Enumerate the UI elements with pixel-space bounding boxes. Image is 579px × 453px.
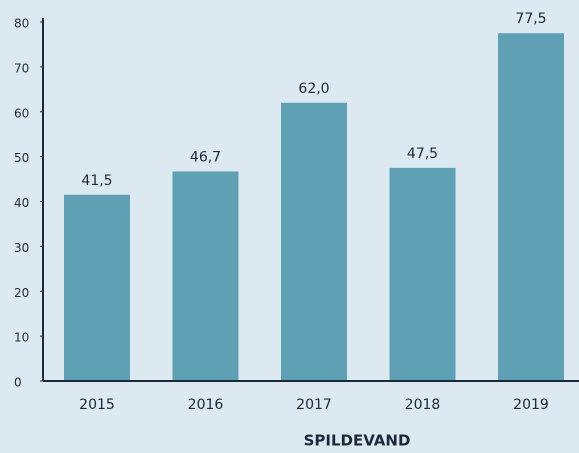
bar [172,171,239,381]
y-tick-label: 20 [14,286,29,300]
x-axis-label: SPILDEVAND [304,432,411,450]
bar [281,102,347,382]
bar [498,33,564,381]
value-label: 46,7 [190,149,221,165]
x-tick-label: 2016 [188,397,224,413]
value-label: 47,5 [407,146,438,162]
x-tick-label: 2018 [405,397,441,413]
y-tick-label: 40 [14,196,29,210]
y-tick-label: 0 [14,376,22,390]
bar [64,194,130,381]
value-label: 77,5 [515,11,546,27]
y-tick-label: 60 [14,106,29,120]
x-tick-label: 2015 [79,397,115,413]
y-tick-label: 80 [14,17,29,31]
x-tick-label: 2017 [296,397,332,413]
x-tick-label: 2019 [513,397,549,413]
value-label: 41,5 [81,173,112,189]
y-tick-label: 70 [14,61,29,75]
bar [389,167,456,381]
y-tick-label: 50 [14,151,29,165]
y-tick-label: 30 [14,241,29,255]
y-tick-label: 10 [14,331,29,345]
value-label: 62,0 [298,81,329,97]
